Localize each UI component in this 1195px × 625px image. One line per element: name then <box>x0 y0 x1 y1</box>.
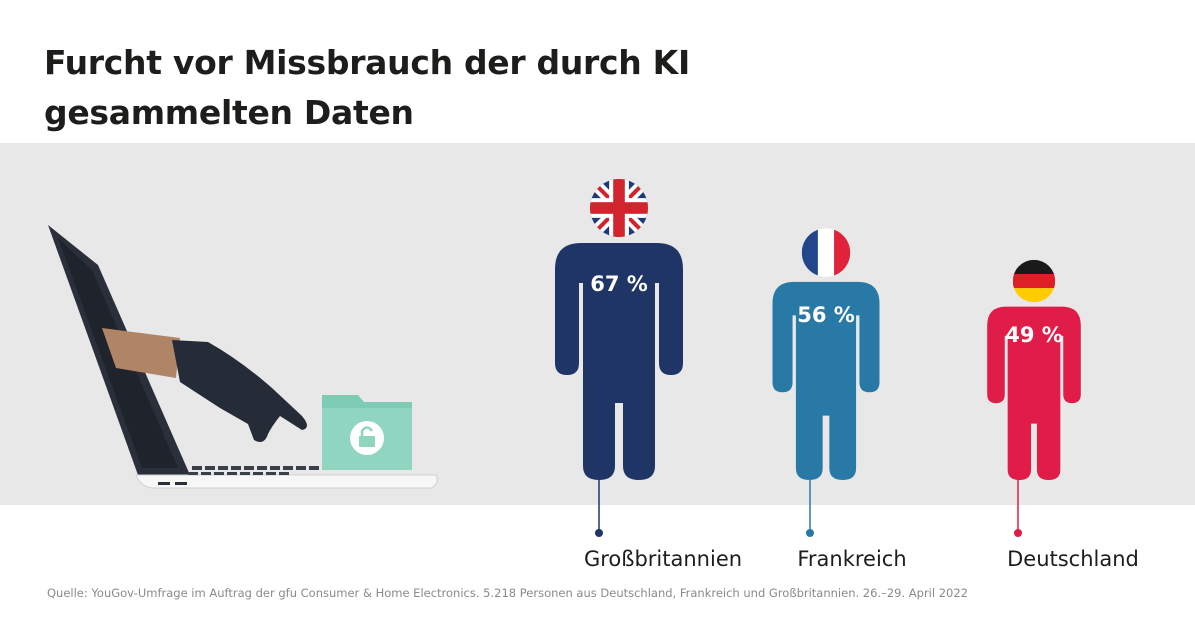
flag-de-icon <box>1012 259 1056 303</box>
chart-title: Furcht vor Missbrauch der durch KI gesam… <box>44 43 690 132</box>
figure-de: 49 % Deutschland <box>987 259 1139 571</box>
figure-fr: 56 % Frankreich <box>772 228 907 571</box>
value-label: 67 % <box>590 272 648 296</box>
category-label: Deutschland <box>1007 547 1139 571</box>
leader-dot <box>1014 529 1022 537</box>
figure-body <box>772 281 880 480</box>
flag-fr-icon <box>801 228 851 277</box>
category-label: Großbritannien <box>584 547 742 571</box>
value-label: 49 % <box>1005 323 1063 347</box>
laptop-hand-illustration <box>48 225 438 489</box>
flag-uk-icon <box>590 179 648 237</box>
category-label: Frankreich <box>797 547 906 571</box>
leader-dot <box>806 529 814 537</box>
value-label: 56 % <box>797 303 855 327</box>
figure-body <box>987 306 1081 480</box>
figure-uk: 67 % Großbritannien <box>555 179 742 571</box>
figure-body <box>555 243 683 480</box>
source-note: Quelle: YouGov-Umfrage im Auftrag der gf… <box>47 586 968 600</box>
leader-dot <box>595 529 603 537</box>
